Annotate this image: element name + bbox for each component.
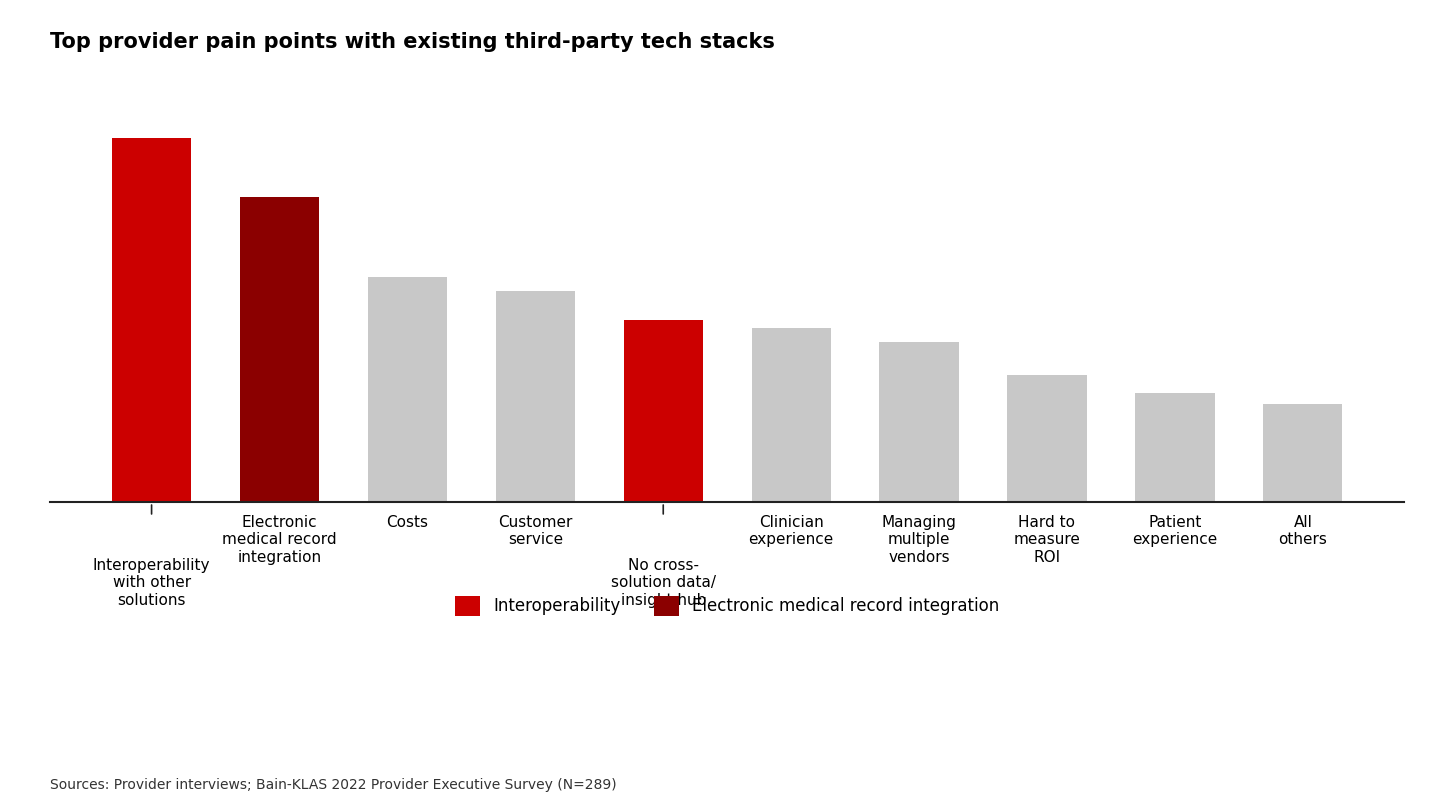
Bar bbox=[1135, 393, 1214, 502]
Bar bbox=[880, 342, 959, 502]
Text: No cross-
solution data/
insight hub: No cross- solution data/ insight hub bbox=[611, 558, 716, 608]
Bar bbox=[1263, 404, 1342, 502]
Bar bbox=[624, 320, 703, 502]
Text: All
others: All others bbox=[1279, 515, 1328, 548]
Text: Clinician
experience: Clinician experience bbox=[749, 515, 834, 548]
Text: Patient
experience: Patient experience bbox=[1132, 515, 1218, 548]
Text: Customer
service: Customer service bbox=[498, 515, 573, 548]
Legend: Interoperability, Electronic medical record integration: Interoperability, Electronic medical rec… bbox=[448, 589, 1007, 623]
Text: Hard to
measure
ROI: Hard to measure ROI bbox=[1014, 515, 1080, 565]
Bar bbox=[1008, 375, 1087, 502]
Text: Managing
multiple
vendors: Managing multiple vendors bbox=[881, 515, 956, 565]
Text: Sources: Provider interviews; Bain-KLAS 2022 Provider Executive Survey (N=289): Sources: Provider interviews; Bain-KLAS … bbox=[50, 778, 616, 792]
Text: Interoperability
with other
solutions: Interoperability with other solutions bbox=[92, 558, 210, 608]
Bar bbox=[367, 277, 446, 502]
Text: Electronic
medical record
integration: Electronic medical record integration bbox=[222, 515, 337, 565]
Bar bbox=[752, 327, 831, 502]
Text: Costs: Costs bbox=[386, 515, 429, 530]
Bar bbox=[240, 197, 320, 502]
Bar bbox=[495, 291, 575, 502]
Bar bbox=[112, 139, 192, 502]
Text: Top provider pain points with existing third-party tech stacks: Top provider pain points with existing t… bbox=[50, 32, 775, 52]
